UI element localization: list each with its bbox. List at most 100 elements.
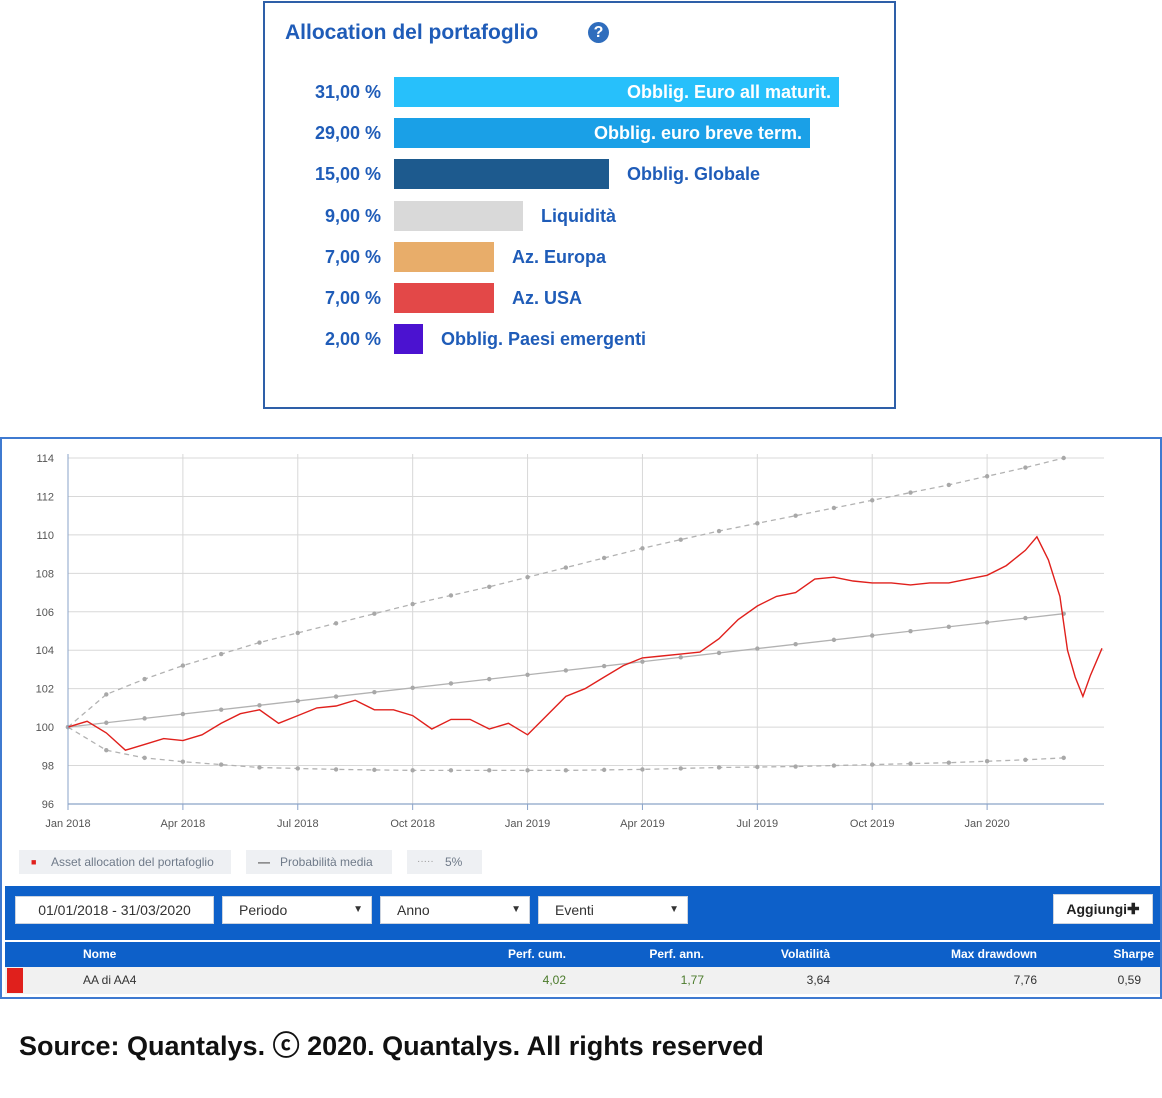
allocation-percent: 29,00 % <box>314 123 381 144</box>
series-point <box>218 707 224 712</box>
series-point <box>984 620 990 625</box>
series-point <box>755 764 760 770</box>
series-point <box>218 762 224 767</box>
allocation-percent: 2,00 % <box>324 329 381 350</box>
y-tick-label: 100 <box>36 722 54 734</box>
date-range-input[interactable]: 01/01/2018 - 31/03/2020 <box>15 896 214 924</box>
series-point <box>908 761 913 766</box>
x-tick-label: Jan 2018 <box>45 818 90 830</box>
header-volatilita[interactable]: Volatilità <box>780 947 830 961</box>
series-point <box>410 768 415 773</box>
series-point <box>755 521 760 526</box>
series-point <box>448 681 454 686</box>
series-point <box>1023 757 1028 762</box>
header-perf-cum[interactable]: Perf. cum. <box>507 947 566 961</box>
y-tick-label: 106 <box>36 607 54 619</box>
series-point <box>640 659 645 664</box>
series-point <box>448 593 454 598</box>
legend-marker-portfolio: ■ <box>31 857 37 867</box>
legend-marker-5pct: ····· <box>417 856 434 867</box>
series-point <box>525 574 530 580</box>
series-point <box>946 482 952 488</box>
series-point <box>142 676 147 682</box>
allocation-label: Az. Europa <box>512 246 607 267</box>
periodo-select[interactable]: Periodo ▼ <box>222 896 372 924</box>
header-nome[interactable]: Nome <box>83 947 117 961</box>
header-perf-ann[interactable]: Perf. ann. <box>649 947 704 961</box>
legend-item-portfolio[interactable]: ■ Asset allocation del portafoglio <box>19 850 231 874</box>
x-tick-label: Oct 2019 <box>850 818 895 830</box>
x-tick-label: Jul 2019 <box>737 818 779 830</box>
legend-marker-probabilita: — <box>258 855 270 869</box>
source-caption: Source: Quantalys. ⓒ 2020. Quantalys. Al… <box>19 1031 764 1061</box>
series-point <box>257 640 262 645</box>
series-point <box>793 513 798 518</box>
series-point <box>870 498 875 503</box>
series-point <box>755 646 760 651</box>
x-tick-label: Apr 2019 <box>620 818 665 830</box>
series-point <box>793 642 798 647</box>
allocation-label: Az. USA <box>512 288 583 308</box>
x-tick-label: Jul 2018 <box>277 818 319 830</box>
legend-item-probabilita[interactable]: — Probabilità media <box>246 850 392 874</box>
series-point <box>333 767 339 772</box>
table-row[interactable]: AA di AA4 4,02 1,77 3,64 7,76 0,59 <box>5 967 1160 994</box>
periodo-select-value: Periodo <box>239 902 288 918</box>
series-point <box>946 760 952 765</box>
table-header: Nome Perf. cum. Perf. ann. Volatilità Ma… <box>5 942 1160 967</box>
series-point <box>984 474 990 479</box>
series-point <box>525 768 530 773</box>
allocation-percent: 7,00 % <box>324 246 381 267</box>
series-point <box>104 720 109 725</box>
legend-item-5pct[interactable]: ····· 5% <box>407 850 482 874</box>
series-point <box>180 759 186 764</box>
series-point <box>525 672 530 677</box>
allocation-row: 2,00 % Obblig. Paesi emergenti <box>265 324 885 355</box>
eventi-select-value: Eventi <box>555 902 594 918</box>
y-tick-label: 98 <box>42 761 54 773</box>
allocation-bar <box>394 324 423 355</box>
series-point <box>372 767 377 773</box>
series-point <box>257 703 262 708</box>
x-tick-label: Jan 2020 <box>964 818 1009 830</box>
series-point <box>487 676 492 682</box>
y-axis-ticks: 96 98 100 102 104 106 108 110 112 114 <box>36 453 54 811</box>
anno-select-value: Anno <box>397 902 430 918</box>
series-point <box>333 621 339 626</box>
series-5pct <box>67 726 1064 772</box>
chevron-down-icon: ▼ <box>511 904 521 915</box>
series-point <box>448 768 454 773</box>
x-tick-label: Jan 2019 <box>505 818 550 830</box>
series-point <box>601 663 607 669</box>
add-button[interactable]: Aggiungi✚ <box>1053 894 1153 924</box>
allocation-row: 7,00 % Az. Europa <box>265 241 885 272</box>
cell-volatilita: 3,64 <box>806 973 830 987</box>
header-max-drawdown[interactable]: Max drawdown <box>950 947 1037 961</box>
series-point <box>563 668 569 673</box>
series-point <box>716 765 722 770</box>
series-point <box>831 505 837 511</box>
series-point <box>295 630 300 636</box>
series-point <box>104 747 109 753</box>
chevron-down-icon: ▼ <box>669 904 679 915</box>
allocation-percent: 15,00 % <box>314 164 381 185</box>
series-point <box>1061 755 1066 761</box>
x-tick-label: Apr 2018 <box>161 818 206 830</box>
performance-chart: 96 98 100 102 104 106 108 110 112 114 Jan 2018 Apr… <box>36 453 1104 830</box>
x-axis-ticks: Jan 2018 Apr 2018 Jul 2018 Oct 2018 Jan 2019… <box>45 818 1009 830</box>
series-point <box>678 766 683 771</box>
eventi-select[interactable]: Eventi ▼ <box>538 896 688 924</box>
allocation-title: Allocation del portafoglio <box>285 21 539 44</box>
series-point <box>908 490 913 495</box>
allocation-bar <box>394 200 523 231</box>
series-point <box>372 690 377 695</box>
series-point <box>563 768 569 773</box>
header-sharpe[interactable]: Sharpe <box>1113 947 1154 961</box>
series-point <box>218 651 224 657</box>
anno-select[interactable]: Anno ▼ <box>380 896 530 924</box>
chart-grid <box>67 454 1104 805</box>
chart-toolbar: 01/01/2018 - 31/03/2020 Periodo ▼ Anno ▼… <box>5 886 1160 940</box>
series-portfolio <box>67 535 1103 751</box>
question-circle-icon[interactable]: ? <box>588 22 609 43</box>
x-tick-label: Oct 2018 <box>390 818 435 830</box>
